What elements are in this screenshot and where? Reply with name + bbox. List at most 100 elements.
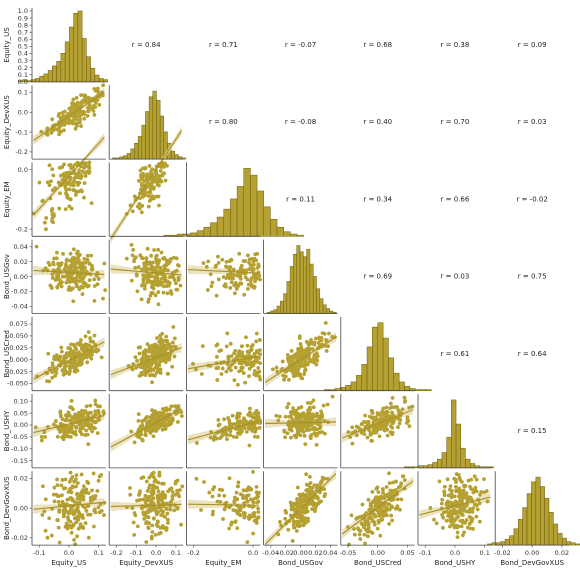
scatter-point — [252, 510, 257, 515]
scatter-point — [460, 505, 465, 510]
correlation-label: r = 0.03 — [518, 118, 547, 126]
scatter-point — [169, 291, 174, 296]
scatter-point — [240, 344, 244, 349]
scatter-point — [294, 529, 299, 533]
histogram-bar — [35, 78, 40, 83]
scatter-point — [246, 253, 250, 258]
histogram-bar — [566, 541, 572, 546]
scatter-point — [254, 484, 259, 489]
scatter-point — [169, 500, 174, 505]
scatter-point — [137, 201, 142, 206]
scatter-Equity_EM-vs-Bond_USCred — [187, 331, 263, 387]
scatter-point — [94, 347, 99, 352]
scatter-point — [140, 424, 145, 429]
scatter-point — [376, 490, 381, 495]
scatter-point — [172, 508, 177, 513]
scatter-point — [68, 405, 73, 410]
scatter-point — [325, 402, 330, 407]
scatter-point — [456, 524, 461, 529]
scatter-point — [302, 516, 307, 521]
histogram-bar — [356, 375, 362, 391]
y-tick-label: -0.050 — [7, 380, 28, 388]
scatter-point — [148, 431, 153, 435]
scatter-point — [402, 478, 407, 483]
x-axis-label: Bond_USGov — [278, 559, 323, 567]
scatter-point — [375, 485, 380, 490]
histogram-bar — [544, 497, 550, 546]
scatter-point — [156, 351, 161, 356]
scatter-point — [258, 277, 262, 282]
regression-line — [187, 503, 259, 506]
scatter-point — [244, 430, 249, 434]
scatter-point — [245, 343, 250, 348]
scatter-point — [75, 492, 79, 497]
scatter-point — [101, 83, 105, 88]
scatter-point — [64, 521, 69, 526]
scatter-point — [358, 537, 363, 541]
scatter-point — [67, 187, 72, 192]
scatter-point — [56, 262, 61, 267]
scatter-point — [221, 275, 226, 279]
y-tick-label: 0.050 — [9, 332, 28, 340]
scatter-point — [79, 124, 83, 129]
scatter-point — [316, 341, 321, 345]
histogram-Equity_US — [18, 10, 108, 83]
scatter-point — [152, 248, 157, 252]
scatter-point — [57, 132, 61, 137]
scatter-point — [442, 484, 447, 489]
scatter-point — [129, 429, 134, 434]
scatter-Equity_DevXUS-vs-Equity_EM — [110, 125, 183, 244]
scatter-point — [174, 287, 179, 292]
scatter-point — [307, 423, 311, 428]
scatter-point — [97, 418, 101, 422]
scatter-point — [285, 431, 290, 436]
scatter-point — [47, 183, 52, 188]
scatter-point — [92, 508, 97, 513]
y-tick-label: 0.00 — [14, 421, 28, 429]
scatter-point — [290, 417, 295, 422]
histogram-bar — [60, 53, 66, 83]
scatter-point — [55, 434, 60, 439]
scatter-point — [375, 411, 380, 415]
scatter-point — [368, 508, 373, 512]
scatter-point — [64, 430, 69, 435]
scatter-point — [308, 434, 313, 439]
scatter-point — [150, 530, 155, 534]
scatter-point — [355, 515, 360, 520]
y-tick-label: 0.000 — [9, 356, 28, 364]
scatter-point — [359, 422, 364, 427]
scatter-point — [455, 530, 460, 535]
scatter-point — [82, 181, 87, 186]
scatter-point — [152, 349, 157, 354]
scatter-point — [67, 287, 72, 292]
scatter-point — [142, 261, 147, 266]
scatter-point — [46, 351, 51, 356]
scatter-point — [142, 179, 147, 184]
scatter-point — [370, 489, 375, 494]
scatter-point — [83, 521, 88, 525]
scatter-point — [145, 489, 150, 493]
scatter-point — [277, 414, 282, 419]
scatter-point — [392, 488, 397, 493]
scatter-point — [484, 489, 489, 494]
histogram-bar — [134, 142, 139, 160]
scatter-point — [212, 436, 216, 441]
histogram-bar — [306, 248, 311, 314]
scatter-point — [221, 517, 225, 521]
x-tick-label: 0.0 — [64, 549, 74, 557]
scatter-point — [63, 369, 68, 374]
scatter-point — [290, 409, 295, 414]
scatter-point — [237, 361, 242, 366]
scatter-point — [68, 524, 73, 528]
histogram-bar — [414, 389, 421, 391]
scatter-point — [51, 173, 56, 178]
scatter-point — [309, 489, 314, 494]
scatter-point — [254, 517, 259, 522]
y-tick-label: -0.025 — [7, 368, 28, 376]
y-tick-label: -0.2 — [15, 225, 28, 233]
regression-line — [110, 130, 183, 240]
scatter-point — [77, 358, 82, 362]
scatter-point — [137, 351, 142, 356]
scatter-point — [287, 414, 292, 419]
scatter-point — [73, 121, 78, 126]
